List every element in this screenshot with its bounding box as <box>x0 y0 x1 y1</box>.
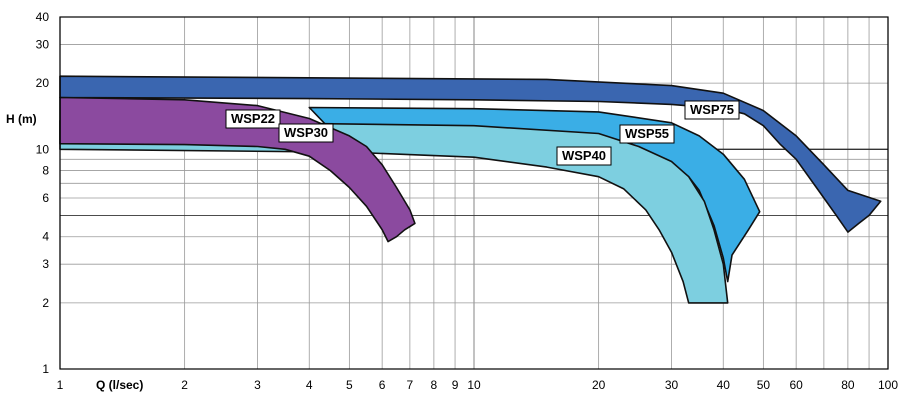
series-label-box <box>278 123 334 143</box>
x-tick-label: 3 <box>254 378 261 392</box>
series-label-wsp55: WSP55 <box>619 124 675 144</box>
series-label-wsp75: WSP75 <box>684 100 740 120</box>
series-label-box <box>225 109 281 129</box>
series-label-text: WSP22 <box>231 111 275 126</box>
y-tick-label: 6 <box>42 191 49 205</box>
axis-labels: H (m) Q (l/sec) <box>6 112 143 392</box>
y-tick-label: 4 <box>42 230 49 244</box>
curve-band-wsp75 <box>59 75 882 233</box>
series-label-text: WSP40 <box>562 148 606 163</box>
series-label-text: WSP75 <box>690 102 734 117</box>
x-tick-label: 7 <box>407 378 414 392</box>
x-axis-label: Q (l/sec) <box>96 378 143 392</box>
x-tick-label: 80 <box>841 378 855 392</box>
x-tick-label: 20 <box>592 378 606 392</box>
series-label-text: WSP55 <box>625 126 669 141</box>
axes <box>59 16 889 370</box>
x-tick-label: 40 <box>717 378 731 392</box>
x-tick-label: 8 <box>431 378 438 392</box>
series-label-text: WSP30 <box>284 125 328 140</box>
y-tick-label: 10 <box>36 142 50 156</box>
series-labels: WSP22 WSP30 WSP40 WSP55 WSP75 <box>225 100 740 166</box>
y-tick-label: 2 <box>42 296 49 310</box>
y-tick-label: 8 <box>42 164 49 178</box>
plot-frame <box>59 16 889 370</box>
series-label-wsp40: WSP40 <box>556 146 612 166</box>
y-tick-label: 1 <box>42 362 49 376</box>
y-tick-label: 3 <box>42 257 49 271</box>
series-label-wsp22: WSP22 <box>225 109 281 129</box>
x-tick-label: 10 <box>467 378 481 392</box>
x-tick-label: 1 <box>57 378 64 392</box>
x-tick-label: 2 <box>181 378 188 392</box>
x-tick-label: 5 <box>346 378 353 392</box>
x-tick-label: 100 <box>878 378 898 392</box>
curve-bands <box>59 75 882 304</box>
y-tick-label: 20 <box>36 76 50 90</box>
x-tick-label: 50 <box>757 378 771 392</box>
series-label-box <box>556 146 612 166</box>
y-tick-label: 40 <box>36 10 50 24</box>
x-tick-label: 9 <box>452 378 459 392</box>
y-tick-label: 30 <box>36 37 50 51</box>
series-label-box <box>684 100 740 120</box>
y-axis-label: H (m) <box>6 112 37 126</box>
x-tick-label: 4 <box>306 378 313 392</box>
x-tick-label: 60 <box>789 378 803 392</box>
x-tick-label: 6 <box>379 378 386 392</box>
series-label-box <box>619 124 675 144</box>
grid <box>59 16 889 370</box>
x-tick-label: 30 <box>665 378 679 392</box>
series-label-wsp30: WSP30 <box>278 123 334 143</box>
